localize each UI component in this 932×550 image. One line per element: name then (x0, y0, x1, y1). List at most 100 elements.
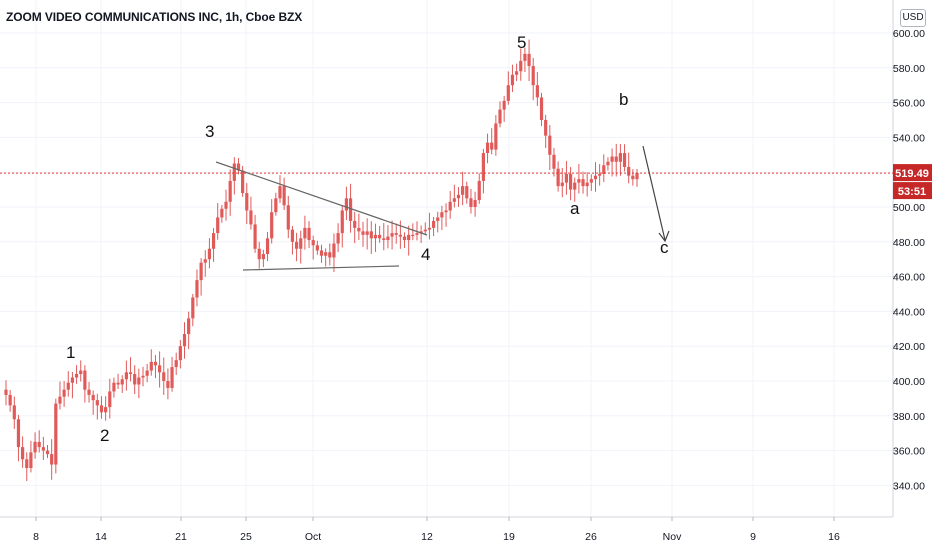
price-axis: 600.00580.00560.00540.00520.00500.00480.… (893, 28, 925, 492)
candle (170, 356, 174, 392)
candle (552, 147, 556, 177)
candle (477, 173, 481, 204)
candle (303, 215, 307, 250)
candle (12, 396, 16, 429)
candle (386, 225, 390, 249)
candle (174, 352, 178, 375)
x-tick-label: 14 (95, 531, 107, 543)
candle (8, 390, 12, 412)
candle (166, 368, 170, 400)
candle (224, 189, 228, 221)
candle (423, 222, 427, 236)
candle (365, 218, 369, 250)
candle (340, 205, 344, 248)
candle (431, 217, 436, 237)
candle (315, 240, 319, 255)
candle (137, 368, 141, 399)
candle (79, 360, 83, 382)
candle (394, 223, 398, 244)
candle (319, 244, 324, 263)
candle (91, 390, 95, 415)
triangle-lower-trendline (242, 265, 400, 271)
candle (83, 365, 87, 403)
x-tick-label: 26 (585, 531, 597, 543)
x-tick-label: 25 (240, 531, 252, 543)
candle (261, 249, 265, 268)
candle (436, 211, 440, 233)
candle (573, 177, 577, 202)
wave-label-4: 4 (421, 245, 430, 264)
triangle-pattern[interactable] (215, 161, 428, 271)
candle (37, 430, 41, 453)
candle (232, 157, 236, 195)
x-tick-label: 8 (33, 531, 39, 543)
wave-label-1: 1 (66, 343, 75, 362)
projection-arrow[interactable] (642, 145, 670, 243)
candle (481, 148, 486, 194)
wave-label-b: b (619, 90, 628, 109)
candle (411, 223, 415, 241)
candle (149, 349, 153, 376)
candle (124, 360, 128, 391)
candle (627, 152, 631, 184)
x-tick-label: Nov (663, 531, 682, 543)
candle (465, 181, 469, 204)
candle (99, 396, 104, 419)
currency-button[interactable]: USD (900, 9, 926, 27)
y-tick-label: 360.00 (893, 446, 925, 458)
y-tick-label: 600.00 (893, 28, 925, 40)
candle (444, 203, 448, 227)
candle (556, 161, 560, 192)
candle (228, 169, 232, 216)
candle (21, 436, 25, 468)
candle (270, 199, 274, 244)
candle (311, 235, 315, 260)
candle (74, 365, 79, 384)
candle (527, 39, 531, 82)
candle (378, 225, 382, 243)
candle (560, 167, 564, 198)
candle (216, 203, 220, 240)
candle (515, 63, 519, 82)
y-tick-label: 460.00 (893, 272, 925, 284)
candle (585, 172, 589, 197)
candle (494, 115, 498, 156)
candle (253, 214, 257, 253)
y-tick-label: 400.00 (893, 376, 925, 388)
candle (299, 230, 303, 264)
candle (245, 183, 249, 225)
candle (162, 357, 166, 395)
candle (207, 238, 212, 269)
candle (519, 48, 523, 81)
candle (610, 148, 614, 177)
candle (58, 381, 62, 410)
candle (16, 414, 21, 462)
candle (544, 114, 548, 148)
candle (498, 101, 502, 128)
candle (87, 381, 91, 403)
candle (66, 371, 70, 397)
candle (606, 157, 610, 171)
candle (539, 92, 544, 127)
x-tick-label: Oct (305, 531, 321, 543)
y-tick-label: 560.00 (893, 98, 925, 110)
candle (41, 436, 45, 461)
candle (622, 144, 627, 172)
candle (70, 371, 75, 399)
wave-labels: 1 2 3 4 5 a b c (66, 33, 669, 445)
candle (419, 225, 423, 244)
candle (120, 375, 124, 393)
candle (336, 223, 340, 253)
candle (535, 71, 539, 106)
candlestick-series (4, 39, 639, 481)
candle (187, 311, 191, 350)
candle (141, 366, 145, 387)
candle (307, 221, 311, 248)
candle (361, 221, 365, 247)
candle (45, 444, 50, 459)
candle (211, 228, 216, 262)
y-tick-label: 380.00 (893, 411, 925, 423)
candle (4, 380, 8, 406)
x-tick-label: 21 (175, 531, 187, 543)
